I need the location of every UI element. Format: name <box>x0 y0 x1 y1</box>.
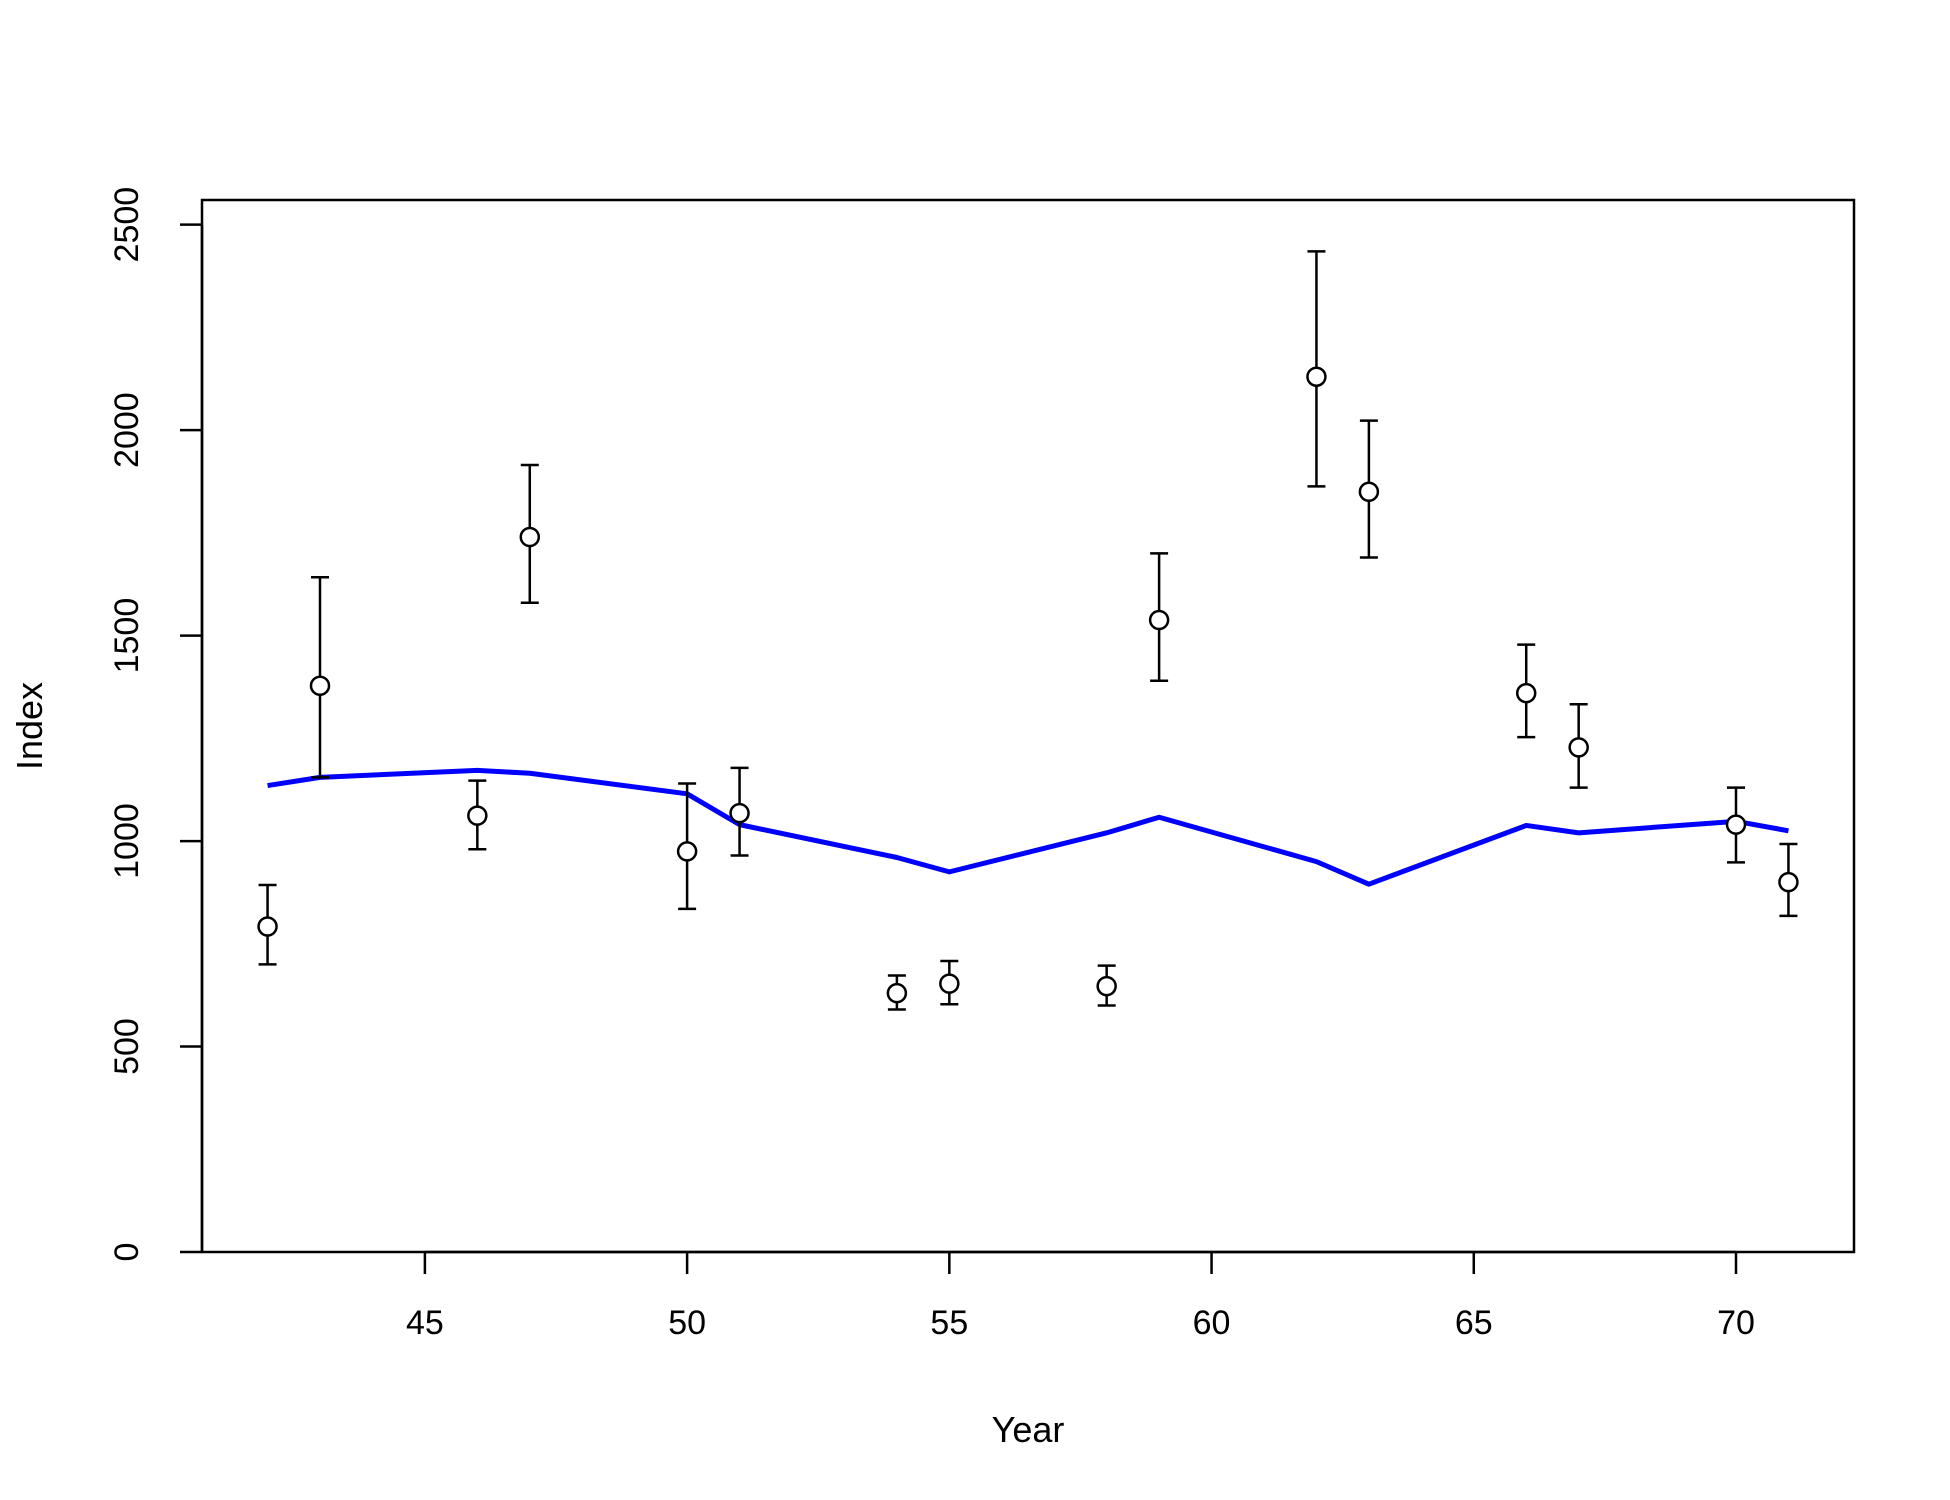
data-point <box>519 526 541 548</box>
data-point <box>1568 737 1589 758</box>
data-point <box>939 973 960 994</box>
data-point <box>729 802 750 824</box>
fitted-line <box>267 767 1789 887</box>
data-point <box>1725 814 1747 835</box>
y-axis: 0 500 1000 1500 2000 2500 <box>108 187 204 1262</box>
data-point <box>467 805 488 826</box>
x-tick-label: 50 <box>668 1304 706 1342</box>
fitted-line-layer <box>267 767 1789 887</box>
y-tick-label: 1500 <box>108 598 146 674</box>
data-point <box>1358 481 1380 503</box>
y-tick-label: 500 <box>108 1018 146 1075</box>
y-axis-label: Index <box>9 682 50 770</box>
plot-frame <box>200 198 1856 1254</box>
data-point <box>676 841 698 862</box>
x-tick-label: 70 <box>1717 1304 1755 1342</box>
x-tick-label: 45 <box>406 1304 444 1342</box>
y-tick-label: 2500 <box>108 187 146 263</box>
data-point <box>1148 609 1170 631</box>
data-point <box>1306 366 1327 387</box>
data-point <box>257 916 278 937</box>
y-tick-label: 2000 <box>108 392 146 468</box>
data-point <box>1778 871 1799 893</box>
x-axis-label: Year <box>992 1409 1065 1450</box>
error-bar-layer <box>258 250 1798 1011</box>
x-tick-label: 55 <box>930 1304 968 1342</box>
x-tick-label: 65 <box>1455 1304 1493 1342</box>
data-point <box>309 675 331 696</box>
point-layer <box>257 366 1799 1004</box>
x-tick-label: 60 <box>1193 1304 1231 1342</box>
y-tick-label: 1000 <box>108 803 146 879</box>
y-tick-label: 0 <box>108 1243 146 1262</box>
data-point <box>886 982 908 1004</box>
data-point <box>1515 682 1537 704</box>
x-axis: 45 50 55 60 65 70 <box>406 1250 1755 1342</box>
data-point <box>1096 975 1117 997</box>
